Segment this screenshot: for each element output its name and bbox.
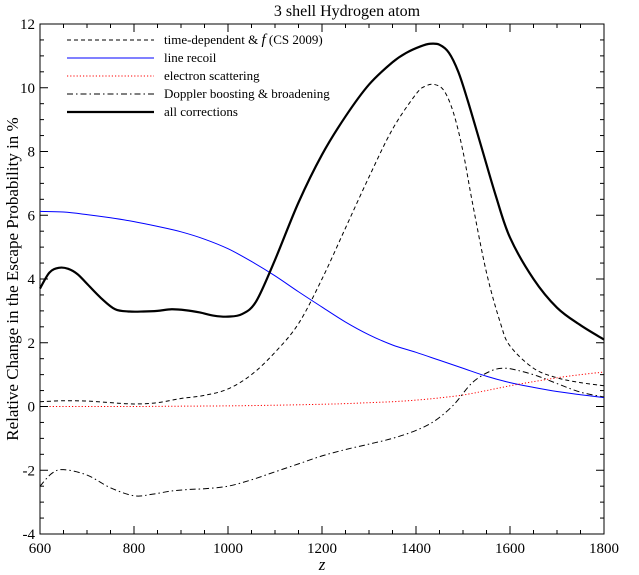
x-tick-label: 1400: [401, 541, 431, 557]
legend-label-all-corrections: all corrections: [164, 104, 238, 119]
legend: time-dependent & f (CS 2009) line recoil e…: [67, 32, 330, 119]
y-tick-label: -4: [23, 527, 36, 543]
legend-label-time-dependent-f-cs-2009: time-dependent & f (CS 2009): [164, 32, 323, 48]
chart-title: 3 shell Hydrogen atom: [274, 3, 421, 20]
x-tick-label: 800: [123, 541, 146, 557]
legend-label-line-recoil: line recoil: [164, 50, 217, 65]
y-tick-label: 6: [28, 208, 36, 224]
series-line-all-corrections: [39, 42, 605, 341]
y-tick-label: -2: [23, 463, 36, 479]
x-tick-label: 1600: [495, 541, 525, 557]
legend-label-electron-scattering: electron scattering: [164, 68, 260, 83]
series-line-doppler-boosting-broadening: [39, 367, 605, 497]
series-lines: [39, 42, 605, 497]
y-tick-label: 4: [28, 272, 36, 288]
x-axis-label: z: [318, 555, 326, 574]
x-tick-label: 600: [29, 541, 52, 557]
y-tick-label: 10: [20, 81, 35, 97]
x-tick-label: 1800: [589, 541, 619, 557]
y-axis-label: Relative Change in the Escape Probabilit…: [3, 117, 22, 440]
y-tick-label: 2: [28, 336, 36, 352]
y-tick-label: 0: [28, 400, 36, 416]
series-line-electron-scattering: [40, 371, 605, 408]
x-tick-label: 1000: [213, 541, 243, 557]
series-line-line-recoil: [39, 210, 605, 399]
x-tick-label: 1200: [307, 541, 337, 557]
legend-label-doppler-boosting-broadening: Doppler boosting & broadening: [164, 86, 330, 101]
y-tick-label: 12: [20, 17, 35, 33]
series-line-time-dependent-f-cs-2009: [39, 83, 605, 405]
axis-ticks: 600 800 1000 1200 1400 1600 1800 -4 -2 0 2 4 6 8 10 12: [20, 17, 619, 557]
y-tick-label: 8: [28, 145, 36, 161]
